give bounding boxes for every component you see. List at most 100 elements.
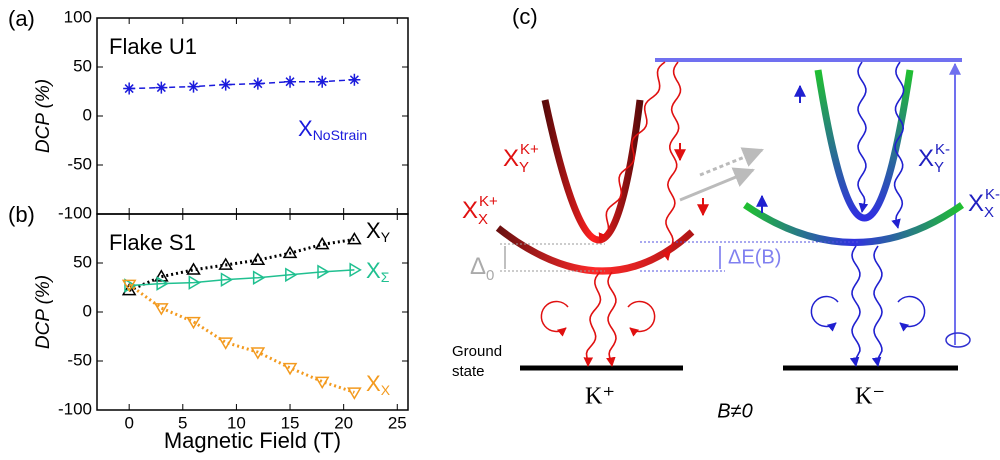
data-point xyxy=(316,75,329,88)
state-label: XXK- xyxy=(968,186,1000,221)
data-point xyxy=(252,270,266,286)
transition-arrow xyxy=(891,61,905,229)
x-axis-title: Magnetic Field (T) xyxy=(164,428,341,453)
band-curve xyxy=(495,225,695,275)
valley-label: K⁻ xyxy=(855,384,885,410)
label-part: Σ xyxy=(381,269,390,285)
rotation-icon xyxy=(897,295,926,332)
data-point xyxy=(285,267,298,283)
label-part: X xyxy=(478,211,488,228)
label-part: 0 xyxy=(486,267,494,284)
label-part: Y xyxy=(934,159,944,176)
state-label: Δ0 xyxy=(470,253,494,284)
label-part: X xyxy=(503,145,519,172)
series-label: XΣ xyxy=(366,258,390,285)
data-point xyxy=(186,316,201,330)
panel-label: (a) xyxy=(8,6,35,31)
transition-arrow xyxy=(849,245,861,367)
series-line xyxy=(128,283,355,394)
data-point xyxy=(348,73,361,86)
transition-arrow xyxy=(857,61,869,213)
y-tick-label: 50 xyxy=(73,252,92,271)
label-part: Δ xyxy=(470,253,486,280)
y-tick-label: 0 xyxy=(83,301,92,320)
transition-arrow xyxy=(583,271,602,367)
label-part: K+ xyxy=(479,193,498,210)
annotation: Flake U1 xyxy=(109,34,197,59)
chart-panel: -100 -50 0 50 100 (a) Flake U1 DCP (%) XNoStrain xyxy=(8,6,409,222)
data-point xyxy=(347,387,362,400)
y-axis-title: DCP (%) xyxy=(33,275,54,349)
series-label: XY xyxy=(366,218,391,245)
label-part: X xyxy=(366,371,381,396)
data-point xyxy=(220,272,234,287)
x-tick-label: 20 xyxy=(334,413,353,432)
data-point xyxy=(188,275,201,290)
diagram: (c) Ground state K⁺ K⁻ B≠0 ΔE(B) XYK+XXK… xyxy=(452,4,1000,422)
band-curve xyxy=(743,202,965,246)
polarization-icon xyxy=(945,332,971,348)
energy-gap-label: ΔE(B) xyxy=(728,246,781,268)
data-point xyxy=(219,78,232,91)
chart-panel: -100 -50 0 50 0 5 10 15 20 25 (b) Flake S1 DCP (%) Ma… xyxy=(8,202,409,453)
data-point xyxy=(314,376,330,390)
data-point xyxy=(282,245,298,259)
state-label: XYK- xyxy=(918,141,950,176)
field-label: B≠0 xyxy=(717,400,752,422)
label-part: NoStrain xyxy=(313,127,367,143)
ground-state-label: state xyxy=(452,363,485,380)
y-tick-label: -50 xyxy=(67,350,92,369)
transition-arrow xyxy=(661,61,682,261)
transition-arrow xyxy=(606,271,617,367)
rotation-icon xyxy=(627,300,656,337)
transition-arrow xyxy=(871,245,883,367)
label-part: X xyxy=(918,145,934,172)
x-tick-label: 15 xyxy=(281,413,300,432)
data-point xyxy=(218,257,234,270)
data-point xyxy=(218,337,234,350)
ground-state-label: Ground xyxy=(452,343,502,360)
y-axis-title: DCP (%) xyxy=(33,79,54,153)
label-part: K+ xyxy=(520,141,539,158)
data-point xyxy=(349,262,362,278)
label-part: X xyxy=(968,190,984,217)
label-part: Y xyxy=(381,229,391,245)
y-tick-label: 100 xyxy=(64,7,92,26)
rotation-icon xyxy=(810,295,839,332)
x-tick-label: 0 xyxy=(124,413,133,432)
data-point xyxy=(121,279,137,293)
x-tick-label: 10 xyxy=(227,413,246,432)
x-tick-label: 5 xyxy=(178,413,187,432)
data-point xyxy=(251,77,264,90)
data-point xyxy=(186,262,201,275)
series-label: XX xyxy=(366,371,391,398)
rotation-icon xyxy=(540,300,569,337)
state-label: XYK+ xyxy=(503,141,539,176)
series-line xyxy=(129,78,355,90)
series-label: XNoStrain xyxy=(298,116,367,143)
transition-arrow xyxy=(598,61,666,243)
label-part: X xyxy=(366,258,381,283)
data-point xyxy=(314,236,330,250)
data-point xyxy=(154,303,169,316)
y-tick-label: 50 xyxy=(73,56,92,75)
data-point xyxy=(250,347,266,360)
data-point xyxy=(187,80,200,93)
label-part: X xyxy=(381,382,391,398)
panel-label: (c) xyxy=(512,4,538,29)
data-point xyxy=(317,264,330,280)
series-line xyxy=(128,237,355,292)
y-tick-label: -100 xyxy=(58,203,92,222)
label-part: K- xyxy=(985,186,1000,203)
valley-label: K⁺ xyxy=(585,384,615,410)
label-part: X xyxy=(984,204,994,221)
y-tick-label: -50 xyxy=(67,154,92,173)
panel-label: (b) xyxy=(8,202,35,227)
x-tick-label: 25 xyxy=(388,413,407,432)
data-point xyxy=(156,276,169,291)
label-part: X xyxy=(462,197,478,224)
data-point xyxy=(155,81,168,94)
label-part: K- xyxy=(935,141,950,158)
